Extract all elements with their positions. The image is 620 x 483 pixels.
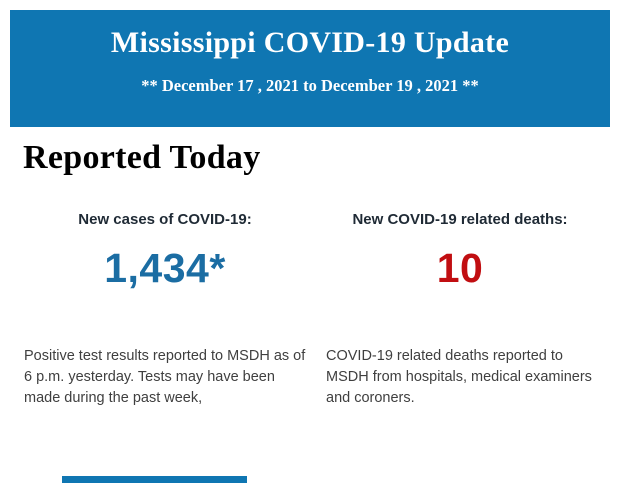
new-cases-label: New cases of COVID-19: (78, 211, 252, 228)
header-banner: Mississippi COVID-19 Update ** December … (10, 10, 610, 127)
date-range-subtitle: ** December 17 , 2021 to December 19 , 2… (141, 76, 479, 95)
new-deaths-value: 10 (436, 245, 484, 291)
new-cases-column: New cases of COVID-19: 1,434* (24, 211, 306, 292)
new-cases-value: 1,434* (104, 245, 226, 291)
descriptions-row: Positive test results reported to MSDH a… (24, 346, 594, 409)
new-deaths-description: COVID-19 related deaths reported to MSDH… (326, 348, 592, 406)
new-deaths-column: New COVID-19 related deaths: 10 (326, 211, 594, 292)
new-cases-description: Positive test results reported to MSDH a… (24, 348, 306, 406)
clipped-bottom-banner (62, 476, 247, 483)
new-deaths-label: New COVID-19 related deaths: (352, 211, 568, 228)
stats-row: New cases of COVID-19: 1,434* New COVID-… (24, 211, 594, 292)
reported-today-heading: Reported Today (23, 139, 261, 176)
update-title: Mississippi COVID-19 Update (110, 26, 510, 59)
